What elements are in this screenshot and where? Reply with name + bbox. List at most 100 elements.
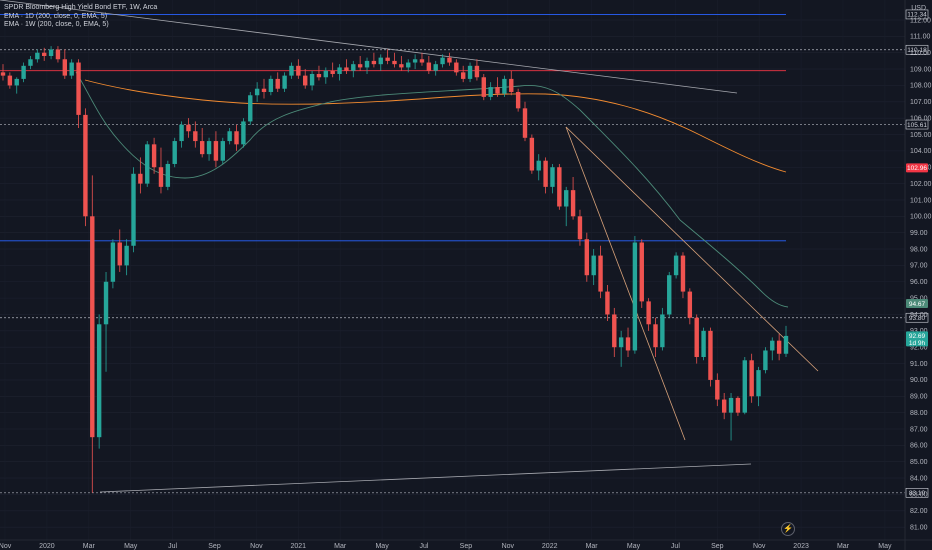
x-tick-label: Jul — [420, 543, 429, 550]
candle-body — [337, 67, 342, 74]
candle-body — [474, 65, 480, 78]
candle-body — [385, 57, 390, 61]
candle-body — [536, 160, 541, 171]
y-tick-label: 99.00 — [910, 230, 928, 237]
candle-body — [131, 173, 136, 246]
y-tick-label: 101.00 — [910, 197, 932, 204]
candle-body — [460, 72, 466, 79]
time-axis[interactable]: Nov 2020 Mar May Jul Sep Nov 2021 Mar May Jul Sep No… — [0, 539, 932, 550]
candle-body — [509, 78, 514, 92]
y-tick-label: 97.00 — [910, 263, 928, 270]
candle-body — [124, 245, 129, 266]
legend-ema-2: EMA · 1W (200, close, 0, EMA, 5) — [4, 21, 109, 28]
ema-lines — [75, 71, 789, 308]
candle-body — [721, 399, 727, 413]
y-tick-label: 111.00 — [910, 34, 930, 41]
x-tick-label: Nov — [250, 543, 263, 550]
candle-body — [282, 75, 287, 89]
candle-body — [309, 73, 315, 86]
candle-body — [21, 65, 26, 79]
x-tick-label: Sep — [711, 543, 724, 550]
candle-body — [69, 62, 74, 76]
candle-body — [653, 324, 658, 348]
candle-body — [694, 317, 699, 358]
candle-body — [199, 141, 205, 155]
candle-body — [392, 60, 397, 65]
candle-body — [770, 340, 775, 351]
candle-body — [234, 131, 239, 145]
level-badge — [905, 119, 929, 130]
candle-body — [179, 124, 184, 142]
x-tick-label: Nov — [0, 543, 12, 550]
candle-body — [14, 78, 19, 86]
candle-body — [323, 70, 329, 78]
lightning-icon[interactable]: ⚡ — [781, 522, 795, 536]
candle-body — [522, 108, 528, 138]
candle-body — [612, 314, 617, 348]
y-tick-label: 104.00 — [910, 148, 932, 155]
candle-body — [625, 337, 631, 351]
candle-body — [426, 62, 432, 71]
price-axis[interactable]: 112.00 111.00 110.00 109.00 108.00 107.00 106.… — [904, 0, 932, 550]
price-badge — [906, 299, 928, 309]
level-badge-label: 105.61 — [907, 122, 927, 129]
candle-body — [605, 291, 610, 315]
candle-body — [570, 190, 576, 217]
candle-body — [55, 49, 61, 60]
x-tick-label: Mar — [586, 543, 599, 550]
x-tick-label: May — [375, 543, 389, 550]
candle-body — [206, 141, 212, 155]
x-tick-label: 2023 — [793, 543, 809, 550]
candle-body — [7, 75, 13, 86]
y-tick-label: 112.00 — [910, 17, 931, 24]
x-tick-label: Mar — [837, 543, 850, 550]
candle-body — [502, 78, 507, 94]
candle-body — [763, 350, 768, 371]
candle-body — [220, 141, 225, 161]
candle-body — [515, 91, 521, 109]
y-tick-label: 91.00 — [910, 361, 928, 368]
x-tick-label: 2022 — [542, 543, 558, 550]
x-tick-label: Jul — [168, 543, 177, 550]
candle-body — [103, 281, 109, 325]
candle-body — [248, 95, 253, 122]
candle-body — [364, 60, 370, 68]
candle-body — [62, 59, 68, 76]
candle-body — [83, 114, 88, 217]
candle-body — [90, 216, 95, 438]
candle-body — [378, 57, 383, 65]
level-badge — [905, 488, 929, 498]
level-badge-label: 112.34 — [907, 12, 927, 19]
candle-body — [618, 337, 624, 348]
candle-body — [213, 141, 219, 161]
y-tick-label: 98.00 — [910, 246, 928, 253]
level-badge-label: 110.18 — [907, 47, 927, 54]
x-tick-label: May — [627, 543, 641, 550]
legend-ema-1: EMA · 1D (200, close, 0, EMA, 5) — [4, 12, 108, 20]
currency-label: USD — [911, 5, 926, 12]
trendline-upper — [0, 0, 738, 94]
candle-body — [440, 57, 445, 65]
candle-body — [186, 124, 191, 132]
candlesticks — [0, 46, 789, 493]
candle-body — [584, 239, 590, 276]
candle-body — [667, 275, 672, 315]
price-badge-countdown: 1d 9h — [909, 340, 926, 347]
y-tick-label: 92.00 — [910, 345, 928, 352]
grid — [0, 19, 905, 528]
candle-body — [742, 360, 747, 413]
candle-body — [138, 173, 143, 184]
candle-body — [598, 255, 603, 292]
y-tick-label: 84.00 — [910, 475, 928, 482]
candle-body — [165, 163, 171, 187]
x-tick-label: May — [124, 543, 138, 550]
y-tick-label: 86.00 — [910, 443, 928, 450]
candle-body — [735, 397, 741, 413]
candle-body — [316, 73, 322, 78]
candle-body — [557, 167, 562, 207]
candle-body — [529, 137, 535, 171]
candle-body — [481, 77, 486, 97]
candle-body — [227, 131, 232, 142]
